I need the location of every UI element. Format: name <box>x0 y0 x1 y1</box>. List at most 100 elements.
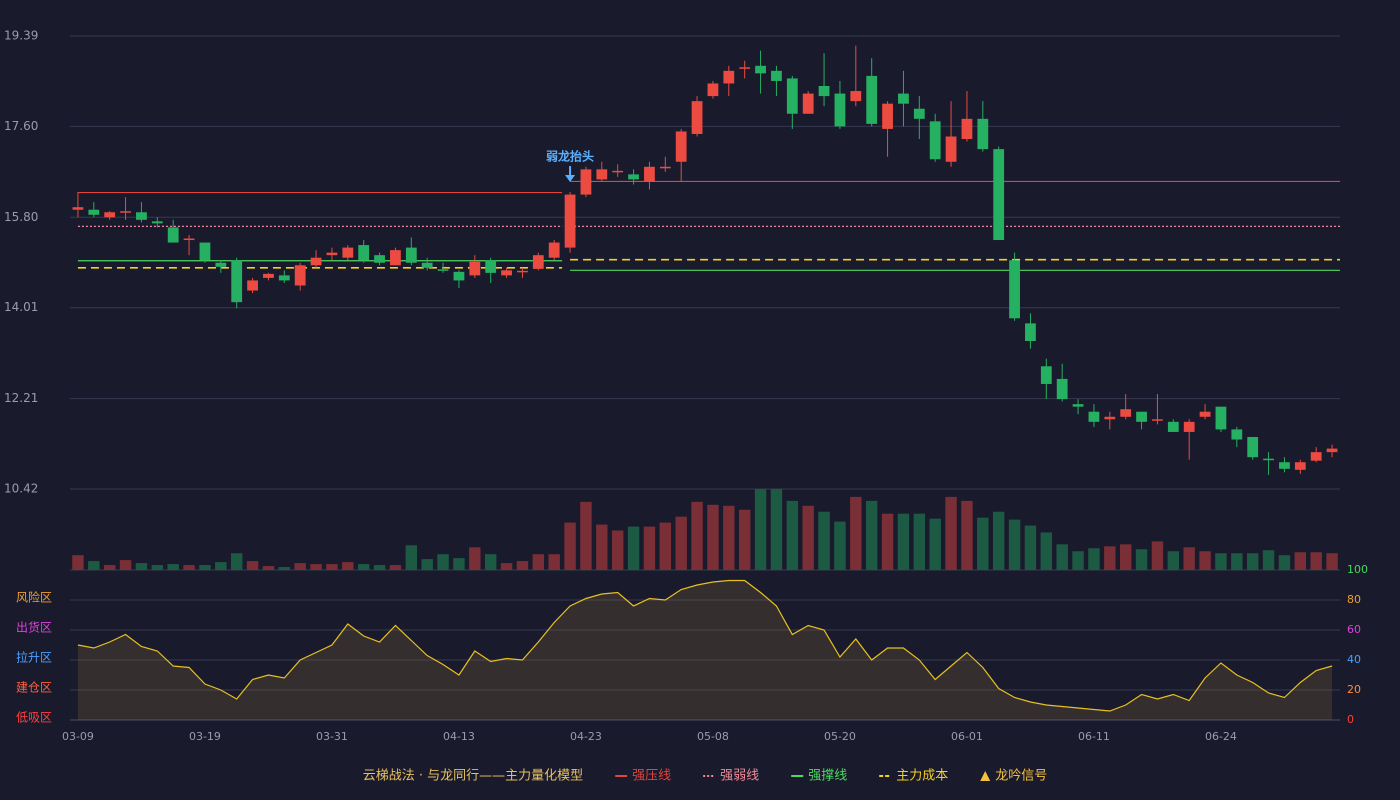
candle-body <box>898 93 909 104</box>
volume-bar <box>342 562 354 570</box>
candle-body <box>532 255 544 269</box>
volume-bar <box>103 565 116 570</box>
candle-body <box>1310 452 1322 461</box>
x-tick-label: 03-19 <box>189 730 221 743</box>
candle-body <box>993 149 1005 241</box>
y2-tick-label: 60 <box>1347 623 1361 636</box>
candle-body <box>405 247 417 263</box>
y-tick-label: 19.39 <box>4 29 38 43</box>
x-tick-label: 03-09 <box>62 730 94 743</box>
candle-body <box>866 75 878 124</box>
candle-body <box>358 245 370 261</box>
volume-bar <box>627 526 640 570</box>
y2-tick-label: 100 <box>1347 563 1368 576</box>
candle-body <box>278 275 290 281</box>
candle-body <box>167 227 179 243</box>
volume-bar <box>294 563 306 570</box>
volume-bar <box>1262 550 1275 570</box>
volume-bar <box>675 516 687 570</box>
candle-body <box>1136 411 1147 422</box>
candle-body <box>1215 406 1227 430</box>
volume-bar <box>1104 546 1116 570</box>
y2-tick-label: 40 <box>1347 653 1361 666</box>
volume-bar <box>1215 553 1227 570</box>
volume-bar <box>611 530 624 570</box>
candle-body <box>1152 419 1163 421</box>
candle-body <box>675 131 687 162</box>
candle-body <box>231 260 243 303</box>
volume-bar <box>754 489 767 570</box>
volume-bar <box>802 505 814 570</box>
candle-body <box>310 257 322 266</box>
volume-bar <box>199 565 211 570</box>
legend: 云梯战法 · 与龙同行——主力量化模型 强压线 强弱线 强撑线 主力成本 龙吟信号 <box>363 768 1047 784</box>
volume-bar <box>723 505 735 570</box>
legend-label: 主力成本 <box>896 769 948 784</box>
candle-body <box>1263 458 1274 461</box>
zone-label: 建仓区 <box>16 681 52 695</box>
candle-body <box>659 166 671 169</box>
candle-body <box>136 212 147 220</box>
annotation: 弱龙抬头 <box>546 149 594 164</box>
candle-body <box>564 194 576 248</box>
volume-bar <box>1040 532 1053 570</box>
volume-bar <box>389 565 402 570</box>
volume-bar <box>1183 547 1195 570</box>
volume-bar <box>770 489 783 570</box>
candle-body <box>453 271 465 281</box>
candle-body <box>1056 378 1068 400</box>
volume-bar <box>738 509 751 570</box>
volume-bar <box>326 564 338 570</box>
volume-bar <box>1310 552 1322 570</box>
x-tick-label: 05-20 <box>824 730 856 743</box>
volume-bar <box>1326 553 1338 570</box>
volume-bar <box>596 524 608 570</box>
volume-bar <box>961 500 973 570</box>
x-tick-label: 04-13 <box>443 730 475 743</box>
volume-bar <box>437 554 449 570</box>
volume-bar <box>1056 544 1068 570</box>
candle-body <box>88 209 100 215</box>
volume-bar <box>1294 552 1307 570</box>
candle-body <box>596 169 608 180</box>
candle-body <box>977 118 989 150</box>
volume-bar <box>183 565 195 570</box>
volume-bar <box>1088 548 1100 570</box>
y-tick-label: 12.21 <box>4 391 38 405</box>
candle-body <box>374 255 385 263</box>
volume-bar <box>500 563 513 570</box>
y-tick-label: 17.60 <box>4 119 38 133</box>
legend-label: 龙吟信号 <box>995 768 1047 784</box>
candle-body <box>1025 323 1036 342</box>
volume-bar <box>929 518 941 570</box>
volume-bar <box>469 547 481 570</box>
volume-bar <box>691 501 703 570</box>
volume-bar <box>1231 553 1243 570</box>
candle-body <box>786 78 798 114</box>
candle-body <box>1072 404 1084 407</box>
x-tick-label: 06-24 <box>1205 730 1237 743</box>
candle-body <box>628 174 639 180</box>
candle-body <box>215 262 227 267</box>
volume-bar <box>1119 544 1132 570</box>
volume-bar <box>1024 525 1037 570</box>
x-tick-label: 06-01 <box>951 730 983 743</box>
volume-bar <box>913 513 926 570</box>
legend-label: 强撑线 <box>808 769 847 784</box>
legend-swatch <box>980 771 991 781</box>
y-tick-label: 15.80 <box>4 210 38 224</box>
volume-bar <box>548 554 560 570</box>
volume-bar <box>1072 551 1084 570</box>
candle-body <box>945 136 957 162</box>
candle-body <box>1294 462 1306 470</box>
volume-bar <box>230 553 243 570</box>
candle-body <box>72 207 84 210</box>
volume-bar <box>786 500 799 570</box>
zone-label: 出货区 <box>16 620 52 635</box>
candle-body <box>707 83 719 97</box>
candle-body <box>151 221 163 224</box>
y-tick-label: 10.42 <box>4 482 38 496</box>
candle-body <box>247 280 258 291</box>
zone-label: 拉升区 <box>16 650 52 665</box>
volume-bar <box>1246 553 1259 570</box>
